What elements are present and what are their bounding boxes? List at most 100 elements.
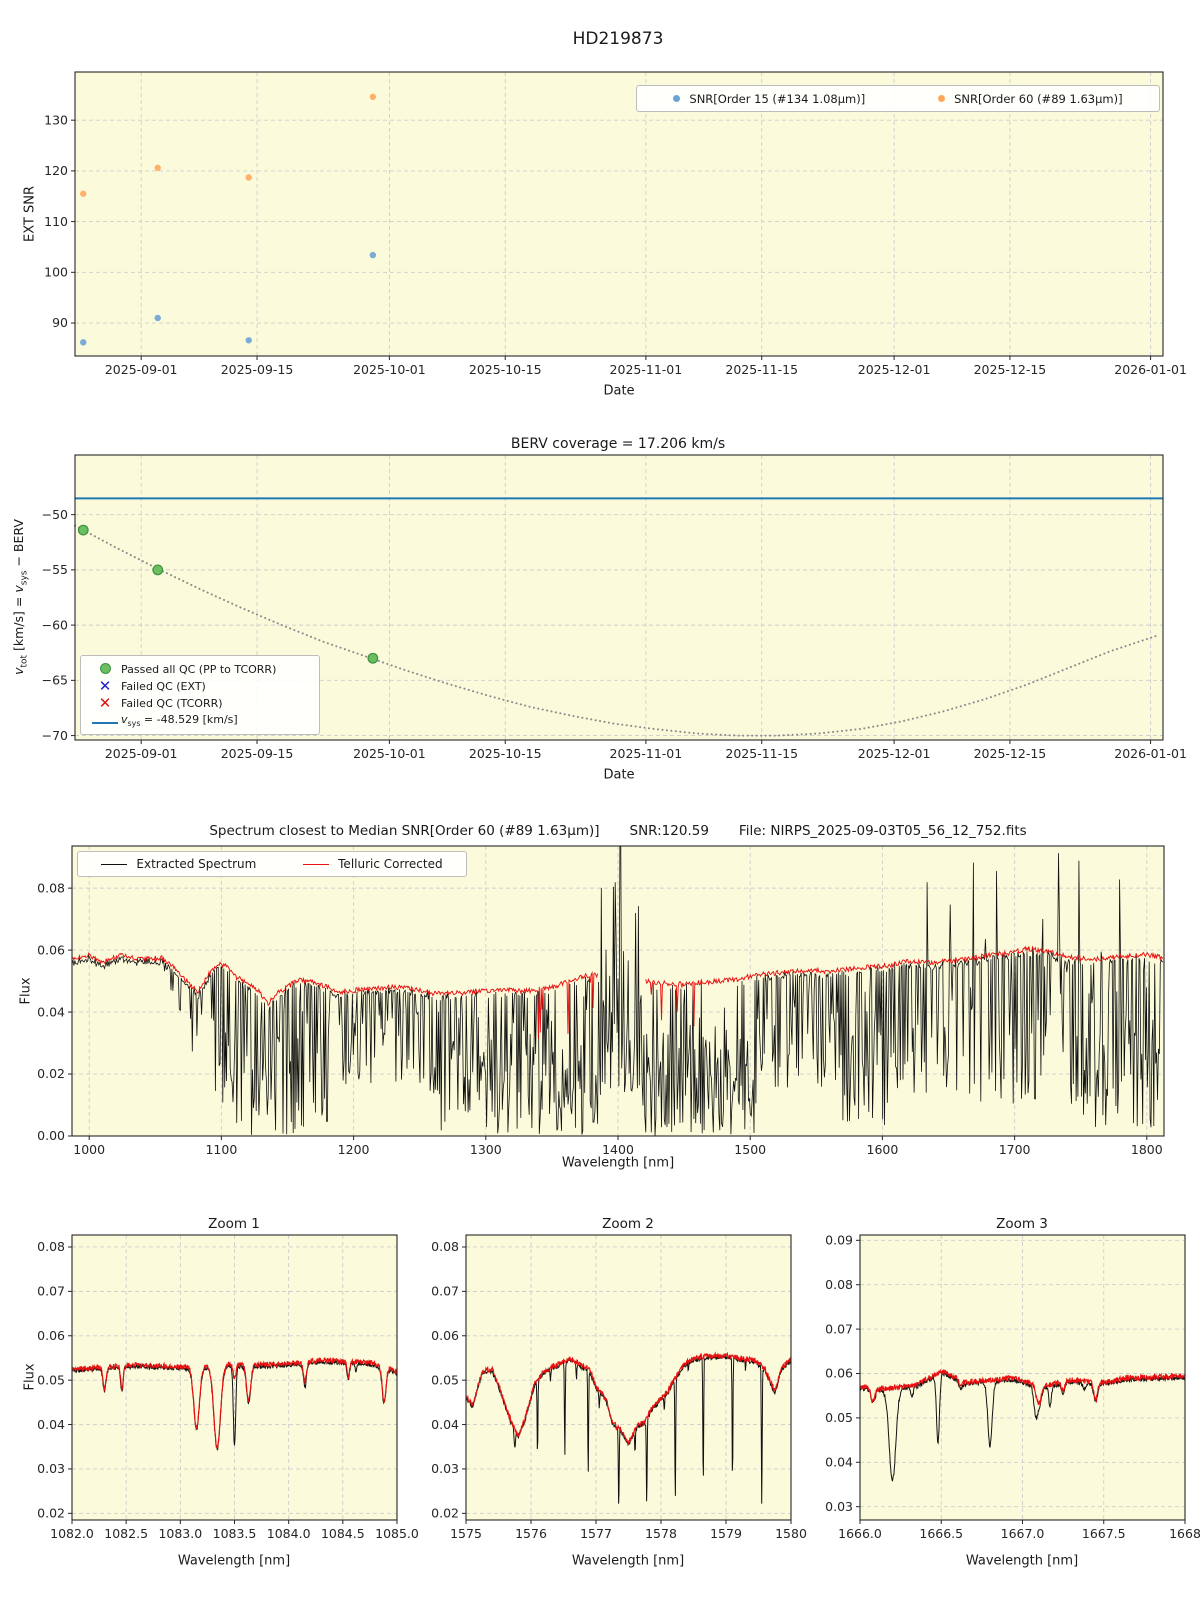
zoom1-panel-data bbox=[71, 1356, 398, 1451]
svg-text:1576: 1576 bbox=[515, 1526, 547, 1541]
passed-qc-point bbox=[367, 652, 379, 664]
svg-text:0.07: 0.07 bbox=[431, 1284, 459, 1299]
blue-dot-marker-icon bbox=[673, 95, 681, 102]
svg-text:2025-12-15: 2025-12-15 bbox=[974, 362, 1047, 377]
zoom1-panel: 1082.0 1082.5 1083.0 1083.5 1084.0 1084.5 1085… bbox=[37, 1234, 419, 1541]
spectrum-title-snr: SNR:120.59 bbox=[629, 823, 709, 839]
spectrum-title: Spectrum closest to Median SNR[Order 60 … bbox=[209, 823, 1026, 839]
svg-text:2025-10-15: 2025-10-15 bbox=[469, 746, 542, 761]
zoom3-xlabel: Wavelength [nm] bbox=[965, 1553, 1079, 1569]
svg-text:−50: −50 bbox=[42, 507, 68, 522]
red-x-marker-icon: ✕ bbox=[98, 694, 112, 712]
berv-ylabel-v2: v bbox=[10, 585, 26, 593]
svg-text:1200: 1200 bbox=[338, 1142, 370, 1157]
svg-text:0.08: 0.08 bbox=[825, 1277, 853, 1292]
vsys-line-marker-icon bbox=[92, 722, 118, 724]
orange-dot-marker-icon bbox=[938, 95, 946, 102]
snr-legend-label: SNR[Order 15 (#134 1.08µm)] bbox=[689, 91, 866, 106]
svg-text:1000: 1000 bbox=[73, 1142, 105, 1157]
svg-text:0.05: 0.05 bbox=[37, 1372, 65, 1387]
berv-title: BERV coverage = 17.206 km/s bbox=[510, 436, 726, 452]
spectrum-title-main: Spectrum closest to Median SNR[Order 60 … bbox=[209, 823, 600, 839]
berv-xlabel: Date bbox=[603, 767, 635, 783]
zoom2-xlabel: Wavelength [nm] bbox=[571, 1553, 685, 1569]
svg-text:1300: 1300 bbox=[470, 1142, 502, 1157]
svg-text:110: 110 bbox=[44, 214, 68, 229]
svg-text:1600: 1600 bbox=[867, 1142, 899, 1157]
svg-text:1700: 1700 bbox=[999, 1142, 1031, 1157]
svg-text:0.05: 0.05 bbox=[431, 1372, 459, 1387]
zoom3-panel: 1666.0 1666.5 1667.0 1667.5 1668 0.03 0.04 0.05… bbox=[825, 1233, 1200, 1541]
spectrum-legend-label: Telluric Corrected bbox=[338, 857, 443, 871]
telluric-corrected-line bbox=[645, 945, 1164, 1027]
svg-text:0.04: 0.04 bbox=[431, 1417, 459, 1432]
svg-text:1580: 1580 bbox=[775, 1526, 807, 1541]
svg-text:1084.5: 1084.5 bbox=[321, 1526, 365, 1541]
svg-text:0.02: 0.02 bbox=[37, 1066, 65, 1081]
svg-text:0.03: 0.03 bbox=[825, 1499, 853, 1514]
svg-text:2025-12-01: 2025-12-01 bbox=[858, 362, 931, 377]
svg-text:0.07: 0.07 bbox=[37, 1284, 65, 1299]
snr-series-1 bbox=[80, 93, 377, 197]
svg-text:0.08: 0.08 bbox=[431, 1239, 459, 1254]
berv-legend-vsys-label: vsys = -48.529 [km/s] bbox=[121, 712, 238, 729]
svg-text:0.04: 0.04 bbox=[825, 1454, 853, 1469]
berv-ylabel-mid: [km/s] = bbox=[10, 592, 26, 655]
svg-text:0.06: 0.06 bbox=[431, 1328, 459, 1343]
svg-text:1667.5: 1667.5 bbox=[1082, 1526, 1126, 1541]
spectrum-panel: 1000 1100 1200 1300 1400 1500 1600 1700 1800 0.00… bbox=[37, 845, 1165, 1157]
svg-text:0.06: 0.06 bbox=[37, 1328, 65, 1343]
svg-text:1578: 1578 bbox=[645, 1526, 677, 1541]
figure-title: HD219873 bbox=[572, 29, 664, 49]
svg-text:2025-10-01: 2025-10-01 bbox=[353, 362, 426, 377]
svg-text:1800: 1800 bbox=[1131, 1142, 1163, 1157]
svg-text:0.02: 0.02 bbox=[431, 1506, 459, 1521]
berv-ylabel-v1: v bbox=[10, 667, 26, 675]
spectrum-xlabel: Wavelength [nm] bbox=[561, 1155, 675, 1171]
svg-text:1579: 1579 bbox=[710, 1526, 742, 1541]
berv-legend-item-vsys: vsys = -48.529 [km/s] bbox=[89, 712, 311, 729]
svg-text:0.03: 0.03 bbox=[37, 1461, 65, 1476]
berv-model-curve bbox=[74, 524, 1160, 737]
svg-text:1668: 1668 bbox=[1169, 1526, 1200, 1541]
svg-text:−70: −70 bbox=[42, 728, 68, 743]
svg-text:−65: −65 bbox=[42, 673, 68, 688]
svg-text:1575: 1575 bbox=[450, 1526, 482, 1541]
svg-text:0.07: 0.07 bbox=[825, 1321, 853, 1336]
spectrum-legend-label: Extracted Spectrum bbox=[136, 857, 257, 871]
svg-text:100: 100 bbox=[44, 265, 68, 280]
passed-qc-point bbox=[77, 524, 89, 536]
svg-text:2025-10-01: 2025-10-01 bbox=[353, 746, 426, 761]
snr-legend-item-order15: SNR[Order 15 (#134 1.08µm)] bbox=[673, 92, 865, 106]
zoom2-title: Zoom 2 bbox=[602, 1216, 654, 1232]
snr-panel-data bbox=[80, 93, 377, 346]
svg-text:1083.5: 1083.5 bbox=[213, 1526, 257, 1541]
svg-text:−55: −55 bbox=[42, 562, 68, 577]
snr-xlabel: Date bbox=[603, 383, 635, 399]
svg-text:2026-01-01: 2026-01-01 bbox=[1114, 746, 1187, 761]
svg-text:2025-12-15: 2025-12-15 bbox=[974, 746, 1047, 761]
green-dot-marker-icon bbox=[99, 662, 111, 674]
svg-text:2025-11-01: 2025-11-01 bbox=[610, 362, 683, 377]
zoom3-panel-data bbox=[859, 1368, 1186, 1482]
extracted-spectrum-line bbox=[71, 845, 1164, 1136]
svg-text:2025-11-15: 2025-11-15 bbox=[725, 746, 798, 761]
zoom2-panel-data bbox=[465, 1351, 792, 1504]
svg-text:2025-10-15: 2025-10-15 bbox=[469, 362, 542, 377]
svg-text:0.08: 0.08 bbox=[37, 1239, 65, 1254]
svg-text:1084.0: 1084.0 bbox=[267, 1526, 311, 1541]
svg-text:0.04: 0.04 bbox=[37, 1004, 65, 1019]
snr-ylabel: EXT SNR bbox=[22, 186, 38, 242]
svg-text:0.04: 0.04 bbox=[37, 1417, 65, 1432]
svg-text:0.00: 0.00 bbox=[37, 1128, 65, 1143]
svg-text:1500: 1500 bbox=[734, 1142, 766, 1157]
red-line-marker-icon bbox=[303, 863, 330, 865]
svg-text:0.06: 0.06 bbox=[37, 942, 65, 957]
zoom1-ylabel: Flux bbox=[22, 1363, 38, 1391]
svg-text:1400: 1400 bbox=[602, 1142, 634, 1157]
berv-legend-label: Passed all QC (PP to TCORR) bbox=[121, 663, 277, 676]
svg-text:1577: 1577 bbox=[580, 1526, 612, 1541]
svg-text:120: 120 bbox=[44, 163, 68, 178]
